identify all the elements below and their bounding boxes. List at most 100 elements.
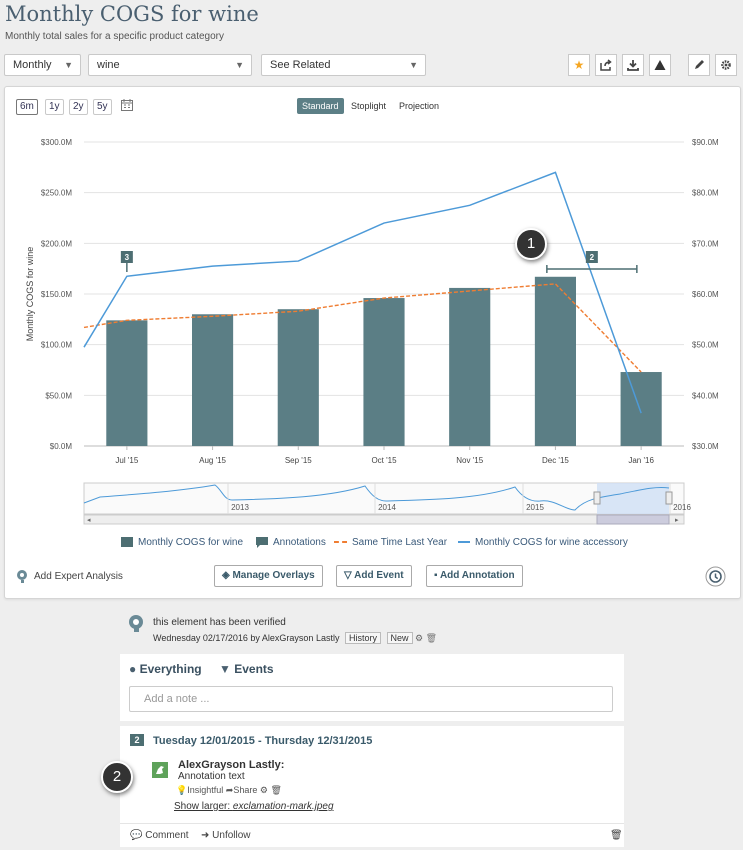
- history-icon[interactable]: [705, 566, 726, 587]
- show-larger-link[interactable]: Show larger: exclamation-mark.jpeg: [174, 801, 334, 812]
- category-select[interactable]: wine ▼: [88, 54, 252, 76]
- gear-icon[interactable]: ⚙: [259, 785, 268, 795]
- callout-1: 1: [515, 228, 547, 260]
- history-tag[interactable]: History: [344, 632, 381, 644]
- navigator-selection: [597, 483, 669, 514]
- x-tick-label: Oct '15: [371, 456, 397, 465]
- series-line-accessory: [83, 171, 642, 414]
- annotation-user[interactable]: AlexGrayson Lastly:: [178, 759, 285, 771]
- range-5y[interactable]: 5y: [93, 99, 112, 115]
- bar: [277, 309, 319, 446]
- activity-feed: [120, 654, 624, 721]
- annotation-card: [120, 726, 624, 847]
- y-axis-title: Monthly COGS for wine: [25, 247, 35, 342]
- verified-meta: Wednesday 02/17/2016 by AlexGrayson Last…: [153, 632, 437, 644]
- chart-plot: $0.0M $50.0M $100.0M $150.0M $200.0M $250.0M $…: [25, 138, 719, 525]
- navigator-handle-left: [593, 491, 601, 505]
- share-icon: ➦: [225, 785, 234, 795]
- avatar: [152, 762, 168, 778]
- bird-icon: [156, 766, 164, 774]
- unfollow-button[interactable]: ➜ Unfollow: [201, 830, 251, 841]
- chevron-down-icon: ▼: [409, 60, 418, 70]
- legend-annotations[interactable]: Annotations: [256, 537, 326, 549]
- legend-last-year[interactable]: Same Time Last Year: [334, 537, 447, 548]
- annotation-badge: 2: [130, 734, 144, 746]
- chevron-down-icon: ▼: [235, 60, 244, 70]
- x-tick-label: Nov '15: [456, 456, 483, 465]
- favorite-button[interactable]: ★: [568, 54, 590, 76]
- trash-icon[interactable]: 🗑: [610, 830, 623, 841]
- tab-everything[interactable]: ● Everything: [129, 662, 202, 676]
- bar: [620, 372, 662, 446]
- range-2y[interactable]: 2y: [69, 99, 88, 115]
- download-button[interactable]: [622, 54, 644, 76]
- legend-label: Monthly COGS for wine: [138, 537, 244, 548]
- annotation-date-range: Tuesday 12/01/2015 - Thursday 12/31/2015: [153, 735, 373, 747]
- gear-icon[interactable]: ⚙: [415, 633, 424, 643]
- comment-label: Comment: [145, 830, 189, 841]
- y-tick-label: $150.0M: [41, 290, 72, 299]
- settings-button[interactable]: [715, 54, 737, 76]
- range-1y[interactable]: 1y: [45, 99, 64, 115]
- filter-icon: ▽: [344, 570, 355, 581]
- tab-events[interactable]: ▼ Events: [219, 662, 274, 676]
- navigator-scrollbar-thumb: [596, 514, 670, 525]
- circle-icon: ●: [129, 662, 137, 676]
- comment-icon: 💬: [130, 830, 143, 841]
- y-tick-label: $50.0M: [45, 391, 72, 400]
- tab-events-label: Events: [234, 662, 274, 676]
- bar: [192, 314, 234, 446]
- legend-bars[interactable]: Monthly COGS for wine: [121, 537, 243, 548]
- insightful-link[interactable]: Insightful: [187, 785, 224, 795]
- trash-icon[interactable]: 🗑: [425, 633, 438, 643]
- filter-icon: ▼: [219, 662, 231, 676]
- annotation-text: Annotation text: [178, 771, 245, 782]
- navigator-handle-right: [665, 491, 673, 505]
- mode-projection[interactable]: Projection: [399, 101, 440, 111]
- alert-triangle-icon: [654, 60, 666, 70]
- legend-accessory[interactable]: Monthly COGS for wine accessory: [458, 537, 628, 548]
- add-event-label: Add Event: [354, 570, 404, 581]
- series-line-last-year: [83, 283, 642, 373]
- manage-overlays-button[interactable]: ◈ Manage Overlays: [214, 565, 323, 587]
- calendar-icon[interactable]: [121, 99, 133, 111]
- add-note-input[interactable]: Add a note ...: [129, 686, 613, 712]
- legend-label: Same Time Last Year: [352, 537, 448, 548]
- edit-button[interactable]: [688, 54, 710, 76]
- y-tick-label: $0.0M: [50, 442, 73, 451]
- category-select-label: wine: [97, 59, 120, 71]
- x-tick-label: Dec '15: [542, 456, 569, 465]
- y-tick-label: $200.0M: [41, 239, 72, 248]
- arrow-right-icon: ➜: [201, 830, 210, 841]
- related-select[interactable]: See Related ▼: [261, 54, 426, 76]
- bar: [363, 298, 405, 446]
- annotation-marker: [585, 251, 598, 263]
- x-tick-label: Aug '15: [199, 456, 226, 465]
- share-icon: [600, 59, 612, 71]
- share-button[interactable]: [595, 54, 617, 76]
- new-tag[interactable]: New: [386, 632, 413, 644]
- page-title: Monthly COGS for wine: [5, 2, 259, 26]
- mode-stoplight[interactable]: Stoplight: [351, 101, 387, 111]
- mode-standard[interactable]: Standard: [297, 98, 344, 114]
- comment-button[interactable]: 💬 Comment: [130, 830, 189, 841]
- add-annotation-button[interactable]: ▪ Add Annotation: [426, 565, 523, 587]
- alert-button[interactable]: [649, 54, 671, 76]
- navigator-year-label: 2014: [378, 503, 396, 512]
- pencil-icon: [695, 60, 704, 69]
- annotation-marker: [120, 251, 133, 263]
- navigator: [83, 482, 685, 515]
- trash-icon[interactable]: 🗑: [270, 785, 282, 795]
- period-select[interactable]: Monthly ▼: [4, 54, 81, 76]
- bar-swatch: [121, 537, 133, 548]
- period-select-label: Monthly: [13, 59, 52, 71]
- page-subtitle: Monthly total sales for a specific produ…: [5, 31, 224, 42]
- range-6m[interactable]: 6m: [16, 99, 38, 115]
- add-expert-analysis-link[interactable]: Add Expert Analysis: [34, 571, 123, 582]
- add-event-button[interactable]: ▽ Add Event: [336, 565, 412, 587]
- annotation-icon: [256, 537, 268, 549]
- unfollow-label: Unfollow: [212, 830, 251, 841]
- share-link[interactable]: Share: [233, 785, 258, 795]
- annotation-marker-label: 2: [590, 253, 595, 262]
- brain-icon: [129, 615, 143, 632]
